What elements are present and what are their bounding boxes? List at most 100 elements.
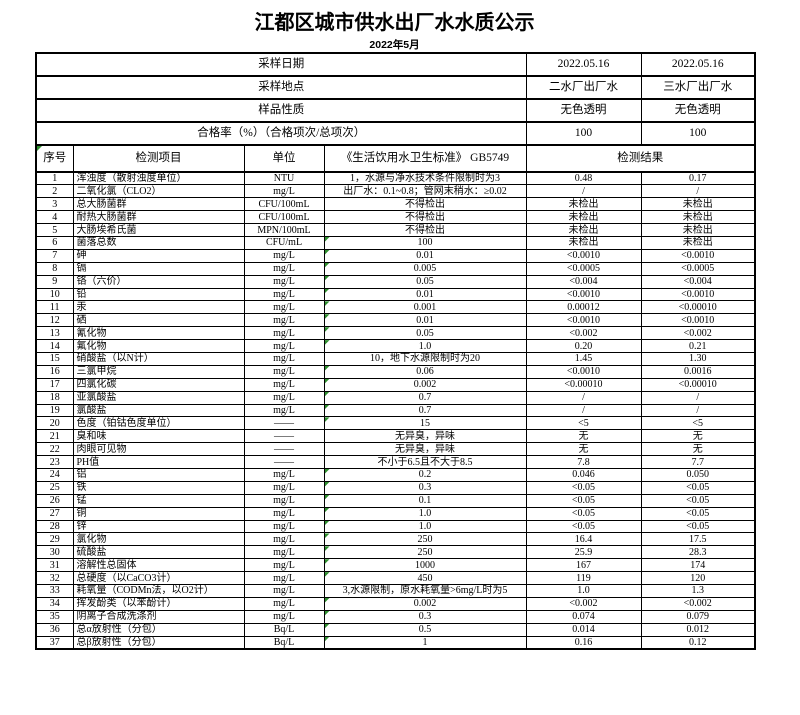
cell-item: 汞 — [72, 300, 245, 315]
table-row: 7 砷 mg/L 0.01 <0.0010 <0.0010 — [35, 248, 756, 263]
cell-seq: 10 — [35, 287, 74, 302]
table-row: 6 菌落总数 CFU/mL 100 未检出 未检出 — [35, 235, 756, 250]
excel-flag-triangle-icon — [325, 624, 330, 629]
table-row: 14 氟化物 mg/L 1.0 0.20 0.21 — [35, 339, 756, 353]
cell-unit: mg/L — [243, 377, 325, 392]
cell-unit: mg/L — [243, 493, 325, 508]
cell-unit: mg/L — [243, 571, 325, 585]
cell-result-plant2: 0.20 — [525, 339, 642, 353]
cell-result-plant2: 无 — [525, 442, 642, 457]
table-row: 33 耗氧量（CODMn法，以O2计） mg/L 3,水源限制，原水耗氧量>6mg/L… — [35, 584, 756, 598]
cell-seq: 37 — [35, 635, 74, 650]
cell-result-plant2: 25.9 — [525, 545, 642, 560]
report-month: 2022年5月 — [369, 39, 420, 51]
cell-standard: 0.1 — [323, 493, 527, 508]
cell-result-plant3: 未检出 — [640, 223, 756, 237]
cell-info-label: 合格率（%）（合格项次/总项次） — [35, 121, 527, 146]
cell-seq: 33 — [35, 584, 74, 598]
cell-seq: 7 — [35, 248, 74, 263]
table-row: 1 浑浊度（散射浊度单位） NTU 1，水源与净水技术条件限制时为3 0.48 0.17 — [35, 171, 756, 186]
table-row: 样品性质 无色透明 无色透明 — [35, 98, 756, 123]
cell-standard: 1.0 — [323, 339, 527, 353]
cell-result-plant3: <0.0010 — [640, 248, 756, 263]
cell-result-plant3: 1.3 — [640, 584, 756, 598]
header-result: 检测结果 — [525, 144, 756, 173]
cell-seq: 28 — [35, 519, 74, 534]
cell-seq: 13 — [35, 326, 74, 341]
cell-seq: 30 — [35, 545, 74, 560]
table-row: 13 氰化物 mg/L 0.05 <0.002 <0.002 — [35, 326, 756, 341]
data-rows: 1 浑浊度（散射浊度单位） NTU 1，水源与净水技术条件限制时为3 0.48 0.17 2… — [35, 171, 756, 650]
excel-flag-triangle-icon — [325, 263, 330, 268]
cell-standard: 0.3 — [323, 480, 527, 495]
cell-unit: mg/L — [243, 248, 325, 263]
cell-seq: 23 — [35, 455, 74, 469]
cell-standard: 0.05 — [323, 326, 527, 341]
cell-result-plant2: 7.8 — [525, 455, 642, 469]
cell-result-plant2: 119 — [525, 571, 642, 585]
cell-result-plant3: 未检出 — [640, 197, 756, 212]
excel-flag-triangle-icon — [325, 250, 330, 255]
cell-result-plant3: 无 — [640, 442, 756, 457]
cell-result-plant2: <0.05 — [525, 493, 642, 508]
cell-standard: 1.0 — [323, 506, 527, 521]
cell-result-plant3: 174 — [640, 558, 756, 573]
cell-seq: 17 — [35, 377, 74, 392]
cell-seq: 26 — [35, 493, 74, 508]
cell-result-plant2: <0.0010 — [525, 313, 642, 328]
cell-standard: 0.7 — [323, 390, 527, 405]
cell-result-plant3: 120 — [640, 571, 756, 585]
cell-standard: 0.002 — [323, 596, 527, 611]
table-row: 合格率（%）（合格项次/总项次） 100 100 — [35, 121, 756, 146]
cell-unit: mg/L — [243, 261, 325, 276]
cell-item: 色度（铂钴色度单位） — [72, 416, 245, 431]
table-row: 36 总α放射性（分包） Bq/L 0.5 0.014 0.012 — [35, 622, 756, 637]
cell-unit: mg/L — [243, 274, 325, 289]
cell-result-plant3: <0.002 — [640, 596, 756, 611]
cell-item: 挥发酚类（以苯酚计） — [72, 596, 245, 611]
cell-standard: 15 — [323, 416, 527, 431]
cell-standard: 不小于6.5且不大于8.5 — [323, 455, 527, 469]
table-row: 28 锌 mg/L 1.0 <0.05 <0.05 — [35, 519, 756, 534]
cell-unit: mg/L — [243, 390, 325, 405]
cell-result-plant2: <0.0010 — [525, 287, 642, 302]
cell-info-label: 样品性质 — [35, 98, 527, 123]
cell-result-plant3: <0.00010 — [640, 300, 756, 315]
cell-unit: mg/L — [243, 300, 325, 315]
cell-seq: 1 — [35, 171, 74, 186]
cell-result-plant2: <0.05 — [525, 506, 642, 521]
cell-unit: MPN/100mL — [243, 223, 325, 237]
cell-result-plant3: 28.3 — [640, 545, 756, 560]
cell-item: 铜 — [72, 506, 245, 521]
cell-unit: mg/L — [243, 532, 325, 547]
cell-standard: 1，水源与净水技术条件限制时为3 — [323, 171, 527, 186]
cell-result-plant2: 0.014 — [525, 622, 642, 637]
cell-unit: mg/L — [243, 184, 325, 199]
cell-standard: 250 — [323, 532, 527, 547]
cell-seq: 12 — [35, 313, 74, 328]
cell-result-plant2: <0.002 — [525, 596, 642, 611]
excel-flag-triangle-icon — [325, 340, 330, 346]
excel-flag-triangle-icon — [325, 469, 330, 474]
cell-item: 氯酸盐 — [72, 403, 245, 418]
header-section: 序号 检测项目 单位 《生活饮用水卫生标准》 GB5749 检测结果 — [35, 144, 756, 173]
cell-result-plant3: 0.012 — [640, 622, 756, 637]
cell-unit: NTU — [243, 171, 325, 186]
cell-unit: mg/L — [243, 287, 325, 302]
cell-result-plant2: 0.074 — [525, 609, 642, 624]
cell-item: 氟化物 — [72, 339, 245, 353]
cell-standard: 0.05 — [323, 274, 527, 289]
excel-flag-triangle-icon — [325, 392, 330, 397]
cell-standard: 450 — [323, 571, 527, 585]
excel-flag-triangle-icon — [325, 482, 330, 487]
cell-result-plant2: 未检出 — [525, 223, 642, 237]
cell-item: 肉眼可见物 — [72, 442, 245, 457]
cell-standard: 无异臭，异味 — [323, 429, 527, 444]
cell-seq: 4 — [35, 210, 74, 225]
table-row: 12 硒 mg/L 0.01 <0.0010 <0.0010 — [35, 313, 756, 328]
cell-seq: 6 — [35, 235, 74, 250]
table-row: 26 锰 mg/L 0.1 <0.05 <0.05 — [35, 493, 756, 508]
cell-unit: mg/L — [243, 545, 325, 560]
cell-item: 硫酸盐 — [72, 545, 245, 560]
cell-standard: 0.005 — [323, 261, 527, 276]
